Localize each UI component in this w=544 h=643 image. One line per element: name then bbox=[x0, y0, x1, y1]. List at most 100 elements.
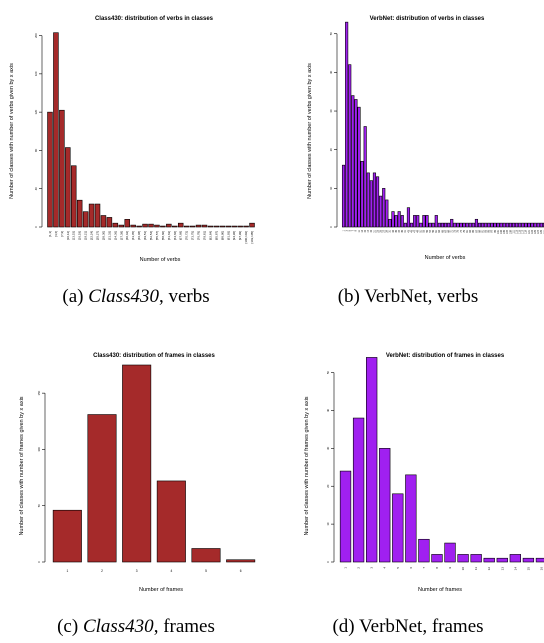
chart-a-x-tick-label: [67,69] bbox=[179, 231, 183, 240]
chart-b-y-tick-label: 0 bbox=[329, 226, 333, 228]
chart-c-x-tick-label: 4 bbox=[170, 569, 172, 573]
chart-b-x-tick-label: 107 bbox=[506, 229, 509, 234]
chart-d-bar bbox=[339, 470, 352, 563]
chart-b-x-tick-label: 91 bbox=[481, 229, 484, 232]
chart-a-bar bbox=[47, 111, 53, 228]
chart-d-bar bbox=[352, 417, 365, 563]
chart-b-x-tick-label: 71 bbox=[451, 229, 454, 232]
chart-c-y-tick-label: 0 bbox=[37, 561, 41, 563]
chart-a-bar bbox=[189, 225, 196, 228]
chart-d-bar bbox=[431, 554, 443, 563]
chart-b-bar bbox=[474, 218, 479, 228]
chart-d-bar bbox=[444, 542, 456, 563]
chart-b-bar bbox=[443, 222, 448, 228]
chart-c-x-tick-label: 3 bbox=[136, 569, 138, 573]
chart-b-bar bbox=[375, 176, 380, 228]
chart-b-x-tick-label: 97 bbox=[491, 229, 494, 232]
chart-panel-a: Class430: distribution of verbs in class… bbox=[0, 0, 272, 270]
chart-b-bar bbox=[533, 222, 537, 228]
chart-d-x-tick-label: 14 bbox=[513, 567, 517, 571]
chart-d-x-tick-label: 16 bbox=[539, 567, 543, 571]
chart-a-bar bbox=[177, 222, 184, 228]
chart-d-x-tick-label: 13 bbox=[500, 567, 504, 571]
chart-b-bar bbox=[465, 222, 469, 228]
chart-a-x-tick-label: [49,51] bbox=[143, 231, 147, 240]
chart-b-x-tick-label: 127 bbox=[537, 229, 540, 234]
chart-b-bar bbox=[481, 222, 485, 228]
chart-panel-d: VerbNet: distribution of frames in class… bbox=[272, 340, 544, 610]
chart-a-x-tick-label: [85,87] bbox=[214, 231, 218, 240]
caption-b: (b) VerbNet, verbs bbox=[272, 286, 544, 308]
chart-a-x-tick-label: [70,72] bbox=[185, 231, 189, 240]
chart-a-x-tick-label: [73,75] bbox=[191, 231, 195, 240]
chart-a-bar bbox=[219, 225, 226, 228]
chart-b-x-tick-label: 29 bbox=[386, 229, 389, 232]
chart-b-y-tick-label: 40 bbox=[329, 70, 333, 74]
chart-b-x-tick-label: 73 bbox=[454, 229, 457, 232]
chart-a-bar bbox=[243, 225, 249, 228]
chart-d-bar bbox=[522, 557, 535, 563]
caption-d: (d) VerbNet, frames bbox=[272, 616, 544, 638]
chart-c-bar bbox=[191, 548, 221, 563]
chart-a-x-tick-label: [31,33] bbox=[107, 231, 111, 240]
chart-b-bar bbox=[372, 172, 377, 228]
chart-c-x-tick-label: 1 bbox=[66, 569, 68, 573]
chart-b-bar bbox=[505, 222, 509, 228]
chart-b-x-tick-label: 117 bbox=[522, 229, 525, 233]
chart-a-x-tick-label: [16,18] bbox=[78, 231, 82, 240]
chart-b-bar bbox=[397, 211, 401, 228]
chart-b-bar bbox=[369, 180, 373, 228]
chart-b-bar bbox=[462, 222, 466, 228]
chart-b-x-tick-label: 87 bbox=[475, 229, 478, 232]
chart-a-bar bbox=[148, 223, 154, 228]
chart-a-x-tick-label: [37,39] bbox=[119, 231, 123, 240]
chart-a-y-tick-label: 0 bbox=[34, 226, 38, 228]
chart-c-xlabel: Number of frames bbox=[139, 587, 183, 593]
caption-c-suffix: , frames bbox=[153, 616, 215, 637]
chart-b-bar bbox=[403, 222, 407, 228]
chart-b-x-tick-label: 101 bbox=[497, 229, 500, 234]
chart-b-bar bbox=[518, 222, 522, 228]
chart-a-x-tick-label: [19,21] bbox=[84, 231, 88, 240]
chart-c-bar bbox=[52, 509, 82, 563]
chart-b-bar bbox=[363, 126, 367, 228]
chart-b-bar bbox=[471, 222, 475, 228]
chart-a-x-tick-label: [58,60] bbox=[161, 231, 165, 240]
chart-b-x-tick-label: 11 bbox=[358, 229, 361, 232]
chart-b-bar bbox=[530, 222, 534, 228]
chart-b-bar bbox=[345, 21, 349, 228]
chart-b-bar bbox=[437, 222, 441, 228]
chart-b-x-tick-label: 3 bbox=[345, 229, 348, 231]
chart-b-bar bbox=[539, 222, 543, 228]
chart-d-bar bbox=[496, 557, 508, 563]
chart-b-x-tick-label: 119 bbox=[525, 229, 528, 233]
chart-a-x-tick-label: [82,84] bbox=[208, 231, 212, 240]
chart-b-x-tick-label: 77 bbox=[460, 229, 463, 232]
chart-b-bar bbox=[388, 218, 392, 228]
chart-c-bar bbox=[87, 414, 117, 563]
caption-c: (c) Class430, frames bbox=[0, 616, 272, 638]
chart-b-bar bbox=[419, 222, 423, 228]
chart-a-title: Class430: distribution of verbs in class… bbox=[95, 16, 214, 22]
chart-a-bar bbox=[76, 199, 83, 228]
chart-b-x-tick-label: 109 bbox=[509, 229, 512, 234]
chart-b-x-tick-label: 37 bbox=[398, 229, 401, 232]
chart-b-x-tick-label: 85 bbox=[472, 229, 475, 232]
chart-b-bar bbox=[391, 211, 395, 228]
chart-b-bar bbox=[348, 64, 352, 228]
chart-a-bar bbox=[71, 165, 77, 228]
chart-a-bar bbox=[201, 224, 208, 228]
chart-a-x-tick-label: [91,93] bbox=[226, 231, 230, 240]
chart-a-bar bbox=[59, 109, 65, 228]
chart-d-bar bbox=[366, 357, 378, 563]
chart-a-x-tick-label: [7,9] bbox=[60, 231, 64, 237]
chart-b-x-tick-label: 21 bbox=[373, 229, 376, 232]
chart-b-x-tick-label: 31 bbox=[389, 229, 392, 232]
chart-d-x-tick-label: 1 bbox=[344, 567, 348, 569]
chart-b-bar bbox=[450, 218, 454, 228]
chart-a-bar bbox=[112, 222, 119, 228]
chart-a-y-tick-label: 160 bbox=[34, 71, 38, 76]
chart-b-x-tick-label: 13 bbox=[361, 229, 364, 232]
chart-a-x-tick-label: [103,105] bbox=[250, 231, 254, 244]
chart-b-bar bbox=[425, 215, 429, 228]
